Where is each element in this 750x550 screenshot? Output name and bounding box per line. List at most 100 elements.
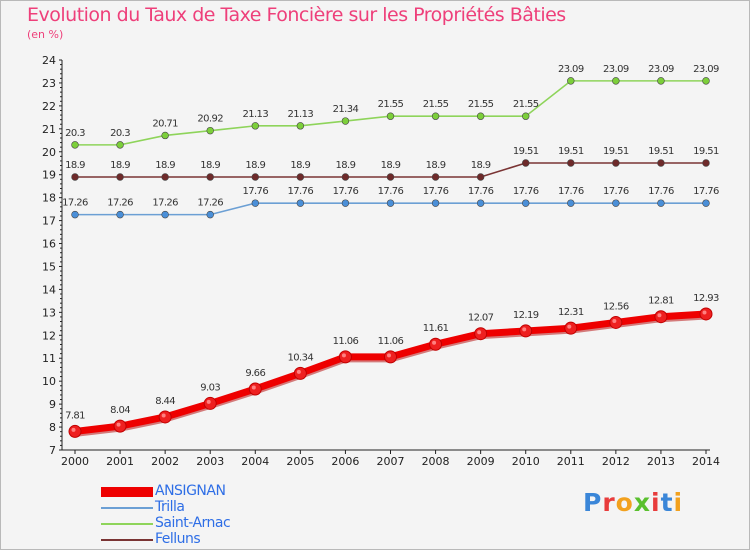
data-point: [386, 199, 395, 207]
data-point: [296, 122, 305, 130]
x-tick-label: 2009: [467, 455, 495, 468]
data-label: 12.81: [648, 296, 674, 307]
data-label: 17.76: [693, 186, 719, 197]
y-tick-label: 8: [49, 421, 56, 434]
series-felluns: 18.9 18.9 18.9 18.9 18.9 18.9 18.9 18.9 18.9 18.9…: [65, 146, 720, 181]
data-label: 21.55: [513, 99, 539, 110]
data-label: 17.76: [558, 186, 584, 197]
y-tick-label: 10: [42, 375, 56, 388]
y-tick-label: 14: [42, 283, 56, 296]
data-point: [341, 199, 350, 207]
data-label: 12.07: [468, 313, 494, 324]
y-tick-label: 7: [49, 444, 56, 457]
data-point: [116, 141, 124, 149]
data-point-highlight: [387, 353, 391, 358]
data-label: 11.06: [333, 336, 359, 347]
data-point: [567, 199, 575, 207]
legend-label-saint-arnac: Saint-Arnac: [155, 515, 231, 531]
x-tick-label: 2014: [692, 455, 720, 468]
data-label: 19.51: [693, 146, 719, 157]
data-label: 12.31: [558, 307, 584, 318]
data-point: [522, 112, 530, 120]
data-label: 17.26: [107, 198, 133, 209]
logo-letter: i: [651, 488, 661, 517]
data-point: [113, 419, 127, 433]
data-label: 18.9: [245, 160, 265, 171]
data-point: [476, 112, 485, 120]
data-point: [612, 159, 620, 167]
data-point: [657, 159, 665, 167]
data-point: [68, 424, 82, 438]
x-tick-label: 2012: [602, 455, 630, 468]
y-tick-label: 15: [42, 260, 56, 273]
data-label: 19.51: [603, 146, 629, 157]
x-tick-label: 2000: [61, 455, 89, 468]
data-label: 8.44: [155, 396, 175, 407]
data-point: [386, 173, 395, 181]
logo-letter: o: [615, 488, 634, 517]
logo-letter: i: [673, 488, 684, 517]
data-label: 9.03: [200, 382, 220, 393]
data-point: [158, 410, 172, 424]
logo-letter: t: [660, 488, 674, 517]
data-label: 17.76: [468, 186, 494, 197]
legend-swatch-ansignan: [101, 487, 153, 497]
y-tick-label: 16: [42, 238, 56, 251]
legend-swatch-trilla: [101, 507, 153, 509]
data-point: [206, 210, 214, 219]
data-point: [338, 350, 352, 364]
data-point-highlight: [522, 327, 527, 332]
data-label: 18.9: [426, 160, 446, 171]
data-label: 23.09: [648, 64, 674, 75]
y-tick-label: 18: [42, 192, 56, 205]
data-point: [702, 77, 710, 85]
data-point: [522, 199, 530, 207]
data-point: [386, 112, 395, 120]
x-tick-label: 2013: [647, 455, 675, 468]
axes: 7 8 9 10 11 12 13 14 15 16 17 18 19 20 21 22 23 24 2000 200…: [42, 54, 720, 468]
data-point-highlight: [432, 340, 437, 345]
y-tick-label: 12: [42, 329, 56, 342]
y-tick-label: 11: [42, 352, 56, 365]
series-ansignan: 7.81 8.04 8.44 9.03 9.66 10.34 11.06 11.06 11.61…: [65, 293, 720, 438]
data-label: 17.26: [197, 198, 223, 209]
data-point: [71, 141, 79, 149]
data-label: 17.76: [333, 186, 359, 197]
y-tick-label: 24: [42, 54, 56, 67]
data-label: 19.51: [648, 146, 674, 157]
data-point: [609, 315, 623, 329]
series-layer: 7.81 8.04 8.44 9.03 9.66 10.34 11.06 11.06 11.61…: [62, 64, 720, 438]
data-point-highlight: [657, 313, 662, 318]
legend-swatch-felluns: [101, 539, 153, 541]
data-label: 12.56: [603, 301, 629, 312]
data-point: [702, 159, 710, 167]
data-point: [612, 199, 620, 207]
legend-swatch-saint-arnac: [101, 523, 153, 525]
data-label: 9.66: [245, 368, 265, 379]
data-label: 21.34: [333, 104, 359, 115]
data-point-highlight: [477, 330, 482, 335]
data-label: 20.92: [197, 114, 223, 125]
data-point: [161, 131, 169, 140]
data-label: 19.51: [513, 146, 539, 157]
x-tick-label: 2010: [512, 455, 540, 468]
data-label: 18.9: [155, 160, 175, 171]
data-point: [567, 77, 575, 85]
data-label: 18.9: [335, 160, 355, 171]
logo-letter: P: [583, 488, 603, 517]
chart-subtitle: (en %): [27, 28, 64, 41]
data-point: [657, 199, 665, 207]
data-point: [293, 366, 307, 380]
data-point: [519, 324, 533, 338]
data-label: 21.55: [423, 99, 449, 110]
data-label: 18.9: [290, 160, 310, 171]
data-point-highlight: [612, 318, 617, 323]
data-label: 23.09: [693, 64, 719, 75]
data-label: 17.26: [62, 198, 88, 209]
legend-label-felluns: Felluns: [155, 531, 201, 547]
data-point: [251, 122, 259, 130]
data-label: 21.13: [288, 109, 314, 120]
x-tick-label: 2005: [286, 455, 314, 468]
data-label: 17.76: [603, 186, 629, 197]
